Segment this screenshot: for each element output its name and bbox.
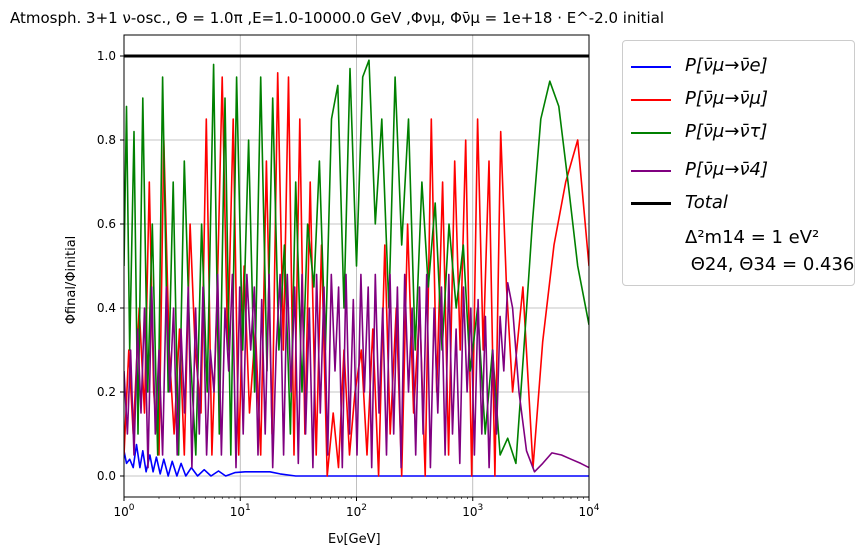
legend-swatch-numu (631, 99, 671, 101)
x-axis-ticks: 100 101 102 103 104 (113, 497, 600, 519)
y-tick-label: 1.0 (97, 49, 116, 63)
legend-label-nu4: P[ν̄μ→ν̄4] (685, 159, 768, 180)
series-nue-line (124, 443, 589, 477)
y-tick-label: 0.0 (97, 469, 116, 483)
legend-item-nu4: P[ν̄μ→ν̄4] (623, 158, 854, 182)
legend-parameter-note: Δ²m14 = 1 eV² Θ24, Θ34 = 0.436 (685, 227, 855, 275)
legend-swatch-nue (631, 66, 671, 68)
legend-label-numu: P[ν̄μ→ν̄μ] (685, 88, 768, 109)
legend-item-numu: P[ν̄μ→ν̄μ] (623, 87, 854, 111)
x-tick-label: 101 (230, 503, 251, 519)
legend-item-total: Total (623, 191, 854, 215)
series-nu4-line (124, 273, 589, 473)
x-tick-label: 103 (462, 503, 483, 519)
legend: P[ν̄μ→ν̄e] P[ν̄μ→ν̄μ] P[ν̄μ→ν̄τ] P[ν̄μ→ν… (622, 40, 855, 286)
series-numu-line (124, 72, 589, 477)
y-tick-label: 0.4 (97, 301, 116, 315)
legend-label-nue: P[ν̄μ→ν̄e] (685, 55, 768, 76)
x-tick-label: 102 (346, 503, 367, 519)
chart-title: Atmosph. 3+1 ν-osc., Θ = 1.0π ,E=1.0-100… (10, 9, 665, 27)
y-axis-ticks: 0.0 0.2 0.4 0.6 0.8 1.0 (97, 49, 124, 483)
x-axis-label: Eν[GeV] (328, 532, 381, 547)
plot-series (124, 54, 589, 477)
legend-label-total: Total (685, 192, 728, 213)
x-tick-label: 100 (113, 503, 134, 519)
legend-item-nue: P[ν̄μ→ν̄e] (623, 54, 854, 78)
series-nutau-line (124, 59, 589, 465)
y-tick-label: 0.2 (97, 385, 116, 399)
legend-swatch-total (631, 202, 671, 205)
legend-label-nutau: P[ν̄μ→ν̄τ] (685, 121, 768, 142)
legend-swatch-nu4 (631, 170, 671, 172)
y-tick-label: 0.8 (97, 133, 116, 147)
x-tick-label: 104 (578, 503, 599, 519)
y-tick-label: 0.6 (97, 217, 116, 231)
legend-item-nutau: P[ν̄μ→ν̄τ] (623, 120, 854, 144)
y-axis-label: Φfinal/Φinitial (64, 235, 79, 325)
legend-swatch-nutau (631, 132, 671, 134)
